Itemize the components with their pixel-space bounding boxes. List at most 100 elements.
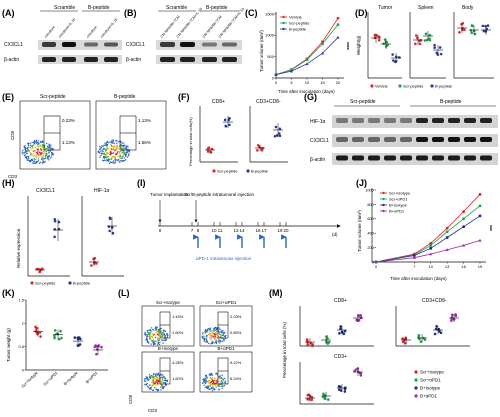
flow-event [115, 148, 117, 151]
flow-event [112, 139, 115, 142]
flow-event [113, 146, 116, 149]
flow-event [208, 328, 211, 331]
flow-event [32, 144, 35, 146]
flow-event [204, 375, 207, 377]
flow-event [212, 388, 215, 390]
flow-event [204, 377, 207, 380]
flow-event [203, 337, 206, 340]
flow-event [100, 147, 103, 149]
flow-event [21, 153, 24, 155]
flow-event [204, 330, 207, 332]
h-legend-b: B-peptide [73, 281, 91, 286]
flow-event [155, 340, 157, 342]
flow-event [104, 159, 106, 162]
flow-event [214, 329, 216, 332]
flow-event [220, 331, 223, 334]
blot-a-row-cx3cl1: CX3CL1 [4, 42, 23, 48]
data-point [336, 23, 340, 26]
flow-event [106, 159, 108, 162]
flow-event [113, 145, 116, 148]
flow-event [149, 328, 151, 331]
flow-event [115, 153, 117, 156]
flow-event [220, 377, 222, 380]
flow-event [111, 147, 113, 149]
data-dot [108, 229, 111, 233]
blot-band [464, 155, 476, 161]
data-dot [38, 270, 41, 274]
data-dot [398, 56, 401, 59]
flow-event [160, 389, 162, 391]
flow-event [210, 343, 212, 345]
data-point [274, 72, 278, 76]
panel-d-chart: Weight(g) Tumor Spleen Body Vehicle Scr-… [356, 5, 494, 89]
h-legend-scr: Scr-peptide [35, 281, 56, 286]
flow-event [203, 335, 205, 337]
e-pct-scr-lower: 1.13% [62, 140, 75, 145]
flow-event [50, 144, 52, 147]
flow-event [42, 155, 44, 157]
blot-b-lane-4: CM NK92MI-TCM+IL-15 [218, 7, 245, 39]
flow-event [42, 159, 44, 161]
blot-band [336, 118, 348, 123]
data-dot [428, 38, 432, 42]
flow-event [32, 150, 34, 152]
flow-event [223, 340, 225, 342]
flow-event [151, 375, 153, 377]
data-point [429, 241, 433, 245]
flow-event [26, 152, 29, 155]
flow-event [223, 381, 226, 384]
x-tick-label: 19 [478, 264, 483, 269]
flow-event [48, 152, 50, 154]
series-line [375, 240, 481, 263]
flow-event [223, 338, 225, 341]
flow-event [40, 161, 42, 163]
data-dot [342, 332, 346, 336]
flow-event [152, 379, 155, 382]
y-tick-label: 1000 [365, 187, 375, 192]
panel-label-e: (E) [2, 92, 14, 102]
flow-event [211, 331, 213, 333]
flow-event [210, 335, 212, 337]
flow-event [210, 329, 212, 332]
timeline-tick-label: 19 [277, 228, 283, 233]
flow-event [209, 336, 212, 339]
c-xlabel: Time after inoculation (days) [278, 89, 335, 94]
flow-event [123, 145, 125, 148]
flow-event [152, 376, 155, 379]
blot-band [448, 137, 460, 142]
flow-event [160, 331, 162, 334]
flow-event [120, 143, 122, 146]
blot-band [336, 137, 348, 142]
panel-b-blot: Scramble B-peptide CM NK92MI-TCM CM NK92… [126, 5, 245, 64]
flow-event [24, 149, 27, 152]
legend-label: Scr+αPD1 [420, 378, 441, 383]
i-apd1-label: αPD-1 intravenous injection [196, 256, 252, 261]
flow-event [122, 159, 124, 162]
flow-event [52, 148, 54, 150]
data-point [478, 204, 482, 208]
timeline-tick-label: 20 [283, 228, 289, 233]
flow-event [216, 328, 218, 330]
flow-event [122, 147, 124, 149]
flow-event [222, 330, 224, 332]
data-dot [434, 327, 438, 331]
data-point [429, 244, 433, 247]
flow-event [206, 340, 208, 342]
e-title-scr: Scr-peptide [40, 94, 66, 100]
flow-event [101, 145, 103, 147]
flow-event [215, 341, 218, 344]
flow-event [37, 145, 39, 148]
flow-event [121, 151, 124, 154]
flow-event [219, 375, 221, 378]
blot-g-group-2: B-peptide [440, 99, 462, 105]
flow-event [224, 380, 227, 382]
flow-event [152, 389, 155, 391]
data-dot [382, 42, 386, 45]
flow-event [26, 159, 28, 161]
data-dot [210, 147, 214, 151]
x-tick-label: Scr+αPD1 [42, 370, 59, 387]
flow-event [164, 379, 166, 381]
flow-event [203, 381, 206, 384]
flow-event [50, 156, 53, 158]
flow-event [206, 330, 208, 333]
